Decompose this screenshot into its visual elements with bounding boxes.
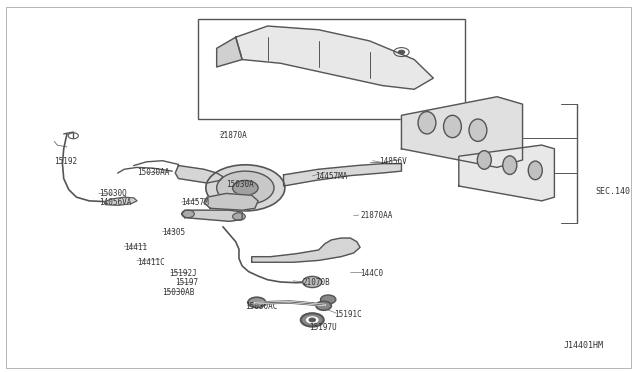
Polygon shape: [105, 197, 137, 205]
Polygon shape: [401, 97, 522, 167]
Circle shape: [303, 276, 322, 288]
Circle shape: [232, 180, 258, 195]
Text: 15030Q: 15030Q: [99, 189, 127, 198]
Circle shape: [316, 301, 332, 310]
Polygon shape: [284, 164, 401, 186]
Polygon shape: [175, 166, 223, 183]
Text: 14305: 14305: [163, 228, 186, 237]
Text: 15030AA: 15030AA: [137, 169, 170, 177]
Text: 15192: 15192: [54, 157, 77, 166]
Text: 14056VA: 14056VA: [99, 198, 131, 207]
Bar: [198, 19, 465, 119]
Text: 15192J: 15192J: [169, 269, 196, 278]
Circle shape: [301, 313, 324, 327]
Text: 14457M: 14457M: [182, 198, 209, 207]
Text: 14411C: 14411C: [137, 258, 164, 267]
Ellipse shape: [418, 112, 436, 134]
Circle shape: [306, 316, 319, 324]
Circle shape: [248, 297, 266, 308]
Polygon shape: [204, 193, 258, 210]
Polygon shape: [236, 26, 433, 89]
Polygon shape: [252, 238, 360, 262]
Text: 15030AC: 15030AC: [245, 302, 278, 311]
Circle shape: [321, 295, 336, 304]
Polygon shape: [182, 210, 242, 221]
Ellipse shape: [477, 151, 492, 169]
Text: 15197U: 15197U: [309, 323, 337, 332]
Text: 144C0: 144C0: [360, 269, 383, 278]
Ellipse shape: [444, 115, 461, 138]
Text: 21070B: 21070B: [303, 278, 330, 287]
Text: 15030AB: 15030AB: [163, 288, 195, 296]
Text: 21870AA: 21870AA: [360, 211, 392, 220]
Circle shape: [206, 165, 285, 211]
Text: 14411: 14411: [124, 243, 147, 252]
Text: 15197: 15197: [175, 278, 198, 287]
Text: 21870A: 21870A: [220, 131, 248, 140]
Circle shape: [217, 171, 274, 205]
Text: 14856V: 14856V: [379, 157, 407, 166]
Circle shape: [309, 318, 316, 322]
Text: SEC.140: SEC.140: [596, 187, 631, 196]
Circle shape: [182, 210, 195, 218]
Ellipse shape: [503, 156, 517, 174]
Ellipse shape: [528, 161, 542, 180]
Circle shape: [232, 213, 245, 220]
Text: 15191C: 15191C: [335, 310, 362, 319]
Circle shape: [398, 50, 404, 54]
Polygon shape: [217, 37, 242, 67]
Polygon shape: [459, 145, 554, 201]
Text: 14457MA: 14457MA: [316, 172, 348, 181]
Text: J14401HM: J14401HM: [564, 341, 604, 350]
Text: 15030A: 15030A: [226, 180, 254, 189]
Ellipse shape: [469, 119, 487, 141]
